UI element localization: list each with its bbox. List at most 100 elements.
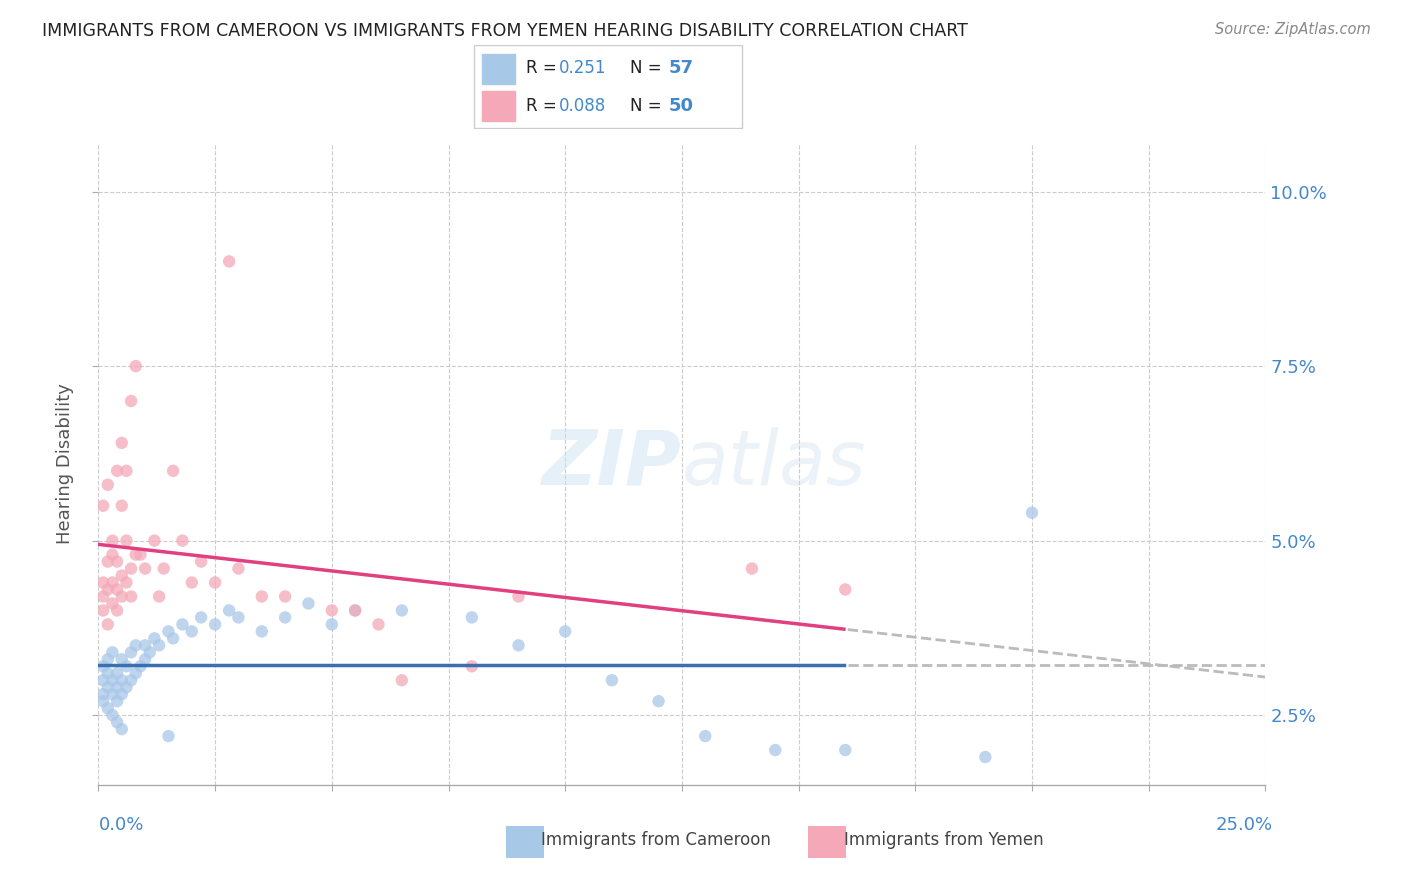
Point <box>461 610 484 624</box>
Point <box>91 694 114 708</box>
Point <box>228 610 250 624</box>
Point <box>97 666 120 681</box>
Point <box>274 610 297 624</box>
Point <box>105 582 128 597</box>
Text: N =: N = <box>630 60 666 78</box>
Point <box>180 575 202 590</box>
Text: 50: 50 <box>668 96 693 114</box>
Point <box>162 632 184 646</box>
Point <box>115 680 138 694</box>
Point <box>105 715 128 730</box>
Point <box>274 590 297 604</box>
Text: Source: ZipAtlas.com: Source: ZipAtlas.com <box>1215 22 1371 37</box>
Point <box>228 561 250 575</box>
Text: N =: N = <box>630 96 666 114</box>
Point <box>180 624 202 639</box>
Point <box>157 729 180 743</box>
Point <box>97 555 120 569</box>
Point <box>101 645 124 659</box>
Point <box>1021 506 1043 520</box>
Point <box>152 561 174 575</box>
Point <box>91 659 114 673</box>
Point <box>91 499 114 513</box>
Point <box>120 590 142 604</box>
Point <box>111 436 134 450</box>
Point <box>101 597 124 611</box>
Point <box>115 575 138 590</box>
Point <box>763 743 786 757</box>
Point <box>105 603 128 617</box>
Point <box>111 568 134 582</box>
Point <box>105 666 128 681</box>
Point <box>218 254 240 268</box>
Point <box>148 590 170 604</box>
Text: R =: R = <box>526 60 562 78</box>
Point <box>391 603 413 617</box>
Point <box>190 555 212 569</box>
Point <box>111 499 134 513</box>
Point <box>834 582 856 597</box>
Point <box>91 575 114 590</box>
Text: ZIP: ZIP <box>543 427 682 500</box>
Point <box>157 624 180 639</box>
Point <box>91 687 114 701</box>
Point <box>162 464 184 478</box>
Point <box>115 659 138 673</box>
Point <box>695 729 717 743</box>
Point <box>101 708 124 723</box>
Point <box>554 624 576 639</box>
Point <box>321 617 343 632</box>
Point <box>204 617 226 632</box>
Point <box>172 617 194 632</box>
Point <box>105 680 128 694</box>
Point <box>101 575 124 590</box>
Point <box>834 743 856 757</box>
Point <box>344 603 367 617</box>
Text: atlas: atlas <box>682 427 866 500</box>
Point <box>148 638 170 652</box>
FancyBboxPatch shape <box>474 45 742 128</box>
Text: 0.0%: 0.0% <box>98 816 143 834</box>
Point <box>97 680 120 694</box>
Point <box>111 652 134 666</box>
Point <box>105 694 128 708</box>
Point <box>134 638 156 652</box>
Point <box>125 359 148 373</box>
Text: 25.0%: 25.0% <box>1215 816 1272 834</box>
Point <box>129 548 152 562</box>
Point <box>105 464 128 478</box>
Point <box>105 555 128 569</box>
Point <box>508 590 530 604</box>
Point <box>190 610 212 624</box>
Point <box>508 638 530 652</box>
Point <box>139 645 162 659</box>
Text: R =: R = <box>526 96 562 114</box>
Point <box>125 638 148 652</box>
Point <box>111 722 134 736</box>
Point <box>97 477 120 491</box>
Point <box>115 533 138 548</box>
Text: 0.088: 0.088 <box>558 96 606 114</box>
Point <box>111 673 134 688</box>
Point <box>143 533 166 548</box>
Point <box>297 597 319 611</box>
Point <box>600 673 623 688</box>
Point <box>143 632 166 646</box>
Point <box>134 652 156 666</box>
Point <box>250 590 273 604</box>
Point <box>250 624 273 639</box>
Point <box>741 561 763 575</box>
Point <box>172 533 194 548</box>
Bar <box>482 54 515 84</box>
Text: 0.251: 0.251 <box>558 60 606 78</box>
Point <box>97 582 120 597</box>
Point <box>391 673 413 688</box>
Point <box>91 590 114 604</box>
Text: Immigrants from Cameroon: Immigrants from Cameroon <box>541 831 770 849</box>
Point <box>120 561 142 575</box>
Point <box>125 666 148 681</box>
Text: IMMIGRANTS FROM CAMEROON VS IMMIGRANTS FROM YEMEN HEARING DISABILITY CORRELATION: IMMIGRANTS FROM CAMEROON VS IMMIGRANTS F… <box>42 22 969 40</box>
Point <box>120 394 142 409</box>
Point <box>321 603 343 617</box>
Point <box>97 617 120 632</box>
